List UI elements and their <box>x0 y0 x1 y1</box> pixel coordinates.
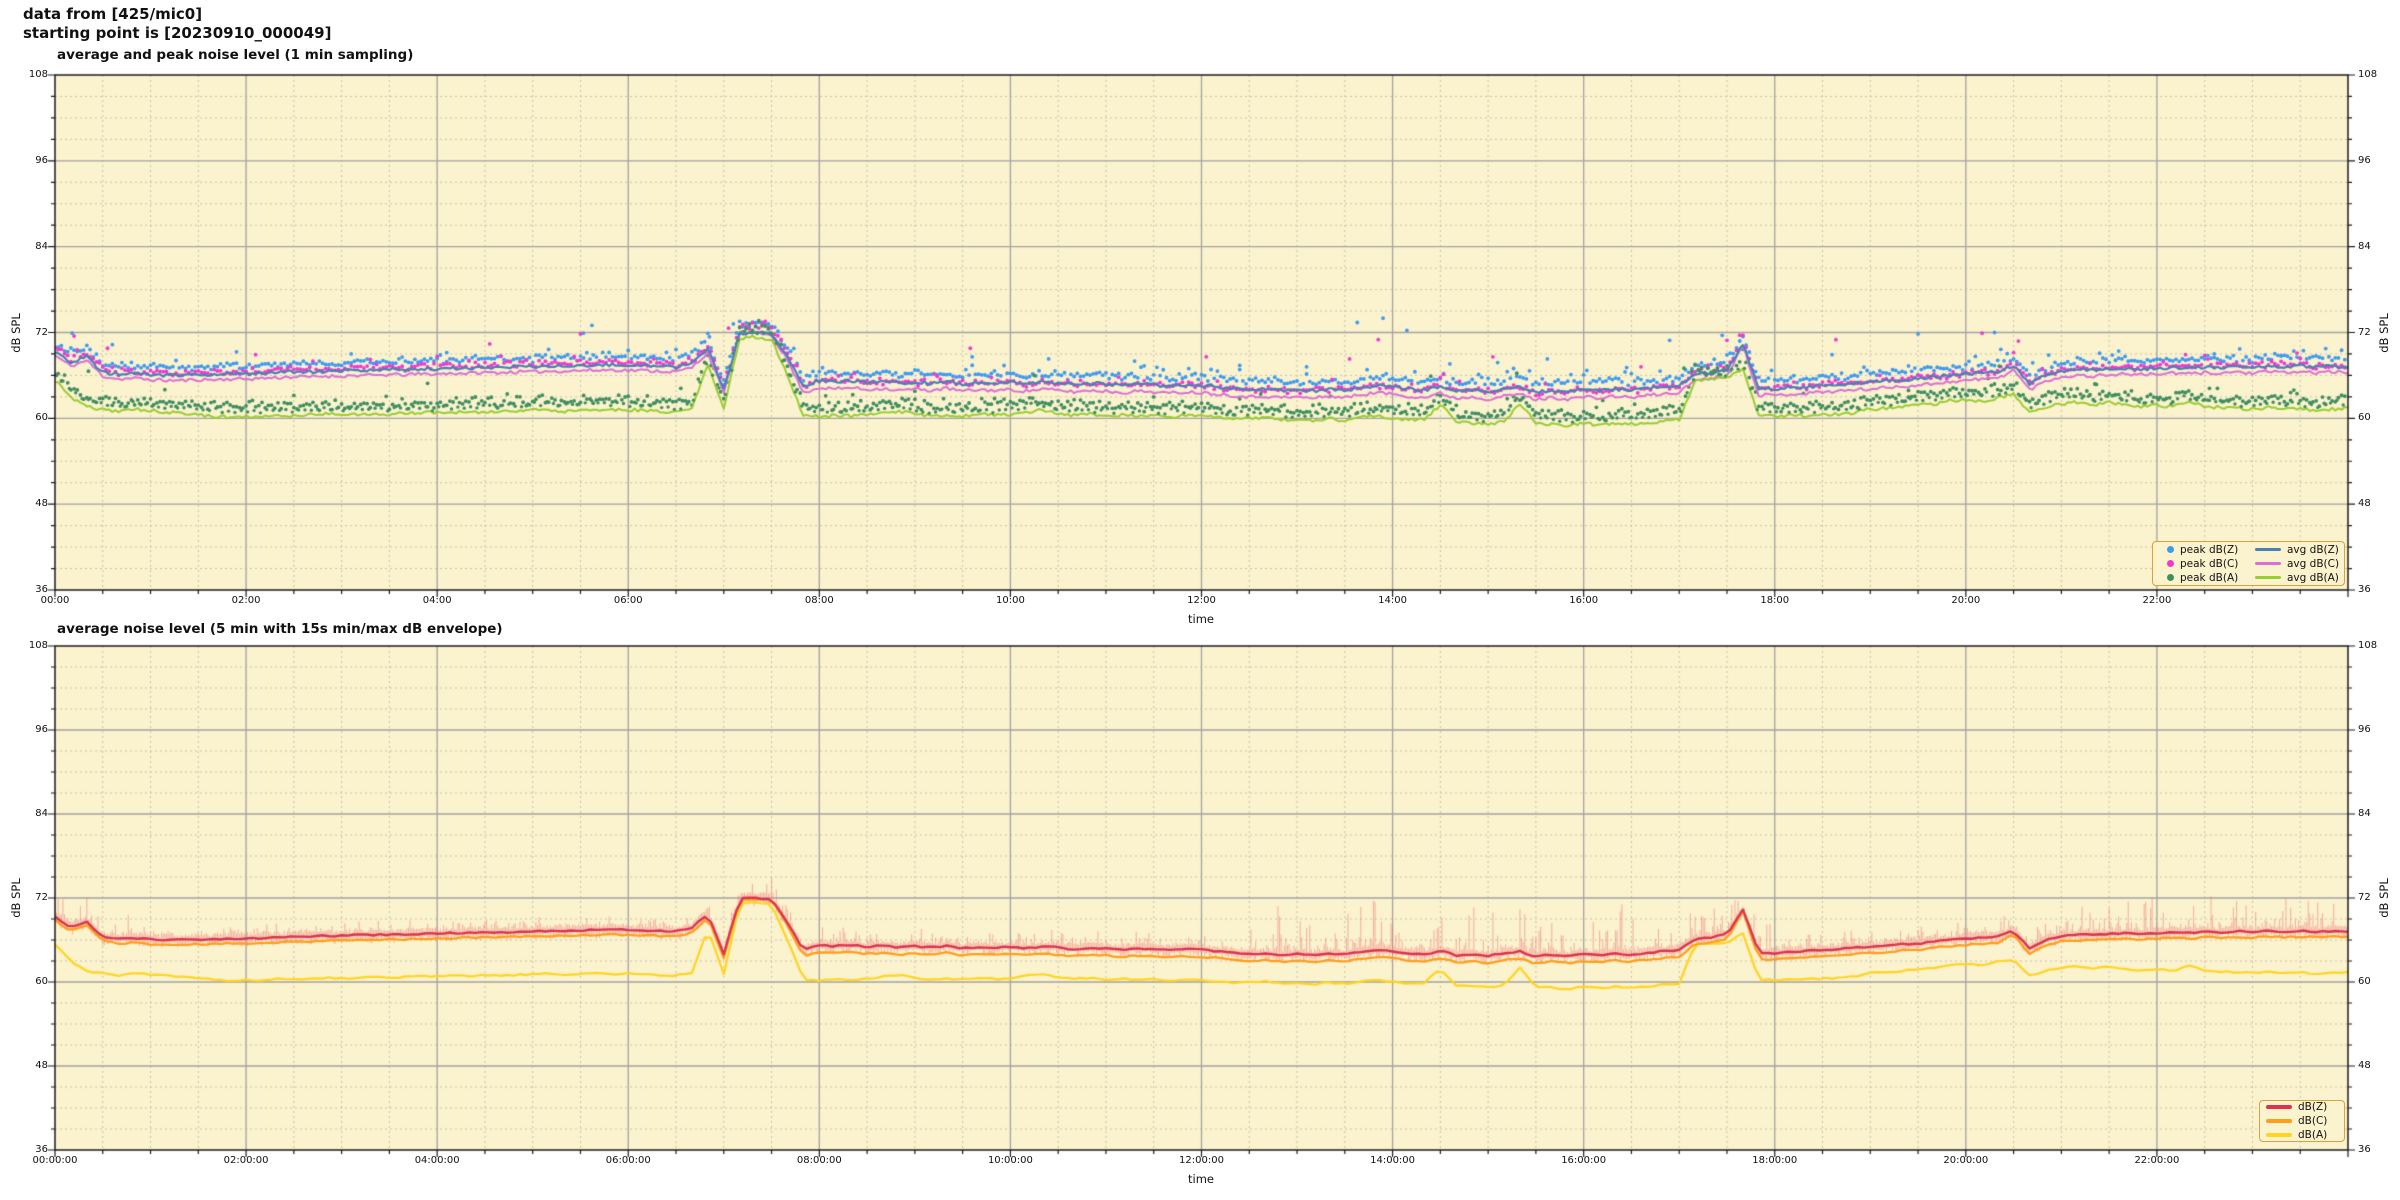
dba-line-icon <box>2266 1133 2292 1137</box>
y-tick-label: 60 <box>35 412 48 424</box>
y-tick-label: 108 <box>28 69 48 80</box>
legend-label: peak dB(C) <box>2180 557 2239 570</box>
legend-item: avg dB(Z) <box>2255 543 2355 556</box>
legend-item: avg dB(C) <box>2255 557 2355 570</box>
x-tick-label: 14:00 <box>1378 595 1407 606</box>
y-tick-label: 108 <box>2358 640 2378 651</box>
x-tick-label: 20:00:00 <box>1943 1155 1989 1166</box>
y-tick-label: 36 <box>35 1144 48 1155</box>
x-tick-label: 18:00 <box>1760 595 1790 606</box>
y-tick-label: 36 <box>2358 584 2371 595</box>
y-tick-label: 108 <box>28 640 48 651</box>
x-tick-label: 08:00:00 <box>796 1155 842 1166</box>
y-tick-label: 84 <box>2358 240 2371 252</box>
x-tick-label: 16:00:00 <box>1561 1155 1607 1166</box>
y-tick-label: 72 <box>2358 892 2371 903</box>
y-tick-label: 48 <box>2358 1060 2371 1071</box>
x-tick-label: 12:00 <box>1187 595 1216 606</box>
legend-item: dB(A) <box>2266 1129 2338 1142</box>
x-tick-label: 04:00:00 <box>414 1155 460 1166</box>
x-tick-label: 06:00 <box>613 595 643 606</box>
y-tick-label: 84 <box>2358 808 2371 819</box>
x-tick-label: 08:00 <box>804 595 834 606</box>
y-tick-label: 84 <box>35 808 48 819</box>
bottom-chart-title: average noise level (5 min with 15s min/… <box>57 621 503 637</box>
y-tick-label: 36 <box>2358 1144 2371 1155</box>
legend-label: peak dB(A) <box>2180 571 2239 584</box>
x-tick-label: 12:00:00 <box>1179 1155 1224 1166</box>
x-tick-label: 02:00 <box>231 595 261 606</box>
y-tick-label: 60 <box>2358 412 2371 424</box>
header-line2: starting point is [20230910_000049] <box>23 24 332 42</box>
y-tick-label: 72 <box>2358 326 2371 338</box>
y-tick-label: 96 <box>35 154 48 166</box>
x-tick-label: 06:00:00 <box>605 1155 651 1166</box>
top-chart-legend: peak dB(Z) avg dB(Z) peak dB(C) avg dB(C… <box>2152 541 2345 586</box>
y-tick-label: 84 <box>35 240 48 252</box>
peak-dbc-marker-icon <box>2167 560 2174 567</box>
x-tick-label: 14:00:00 <box>1370 1155 1416 1166</box>
x-tick-label: 00:00:00 <box>32 1155 78 1166</box>
y-tick-label: 108 <box>2358 69 2378 80</box>
legend-item: peak dB(Z) <box>2159 543 2255 556</box>
legend-label: dB(A) <box>2298 1129 2328 1141</box>
avg-dbz-line-icon <box>2255 547 2281 552</box>
legend-label: dB(C) <box>2298 1115 2328 1127</box>
y-tick-label: 96 <box>2358 154 2371 166</box>
peak-dba-marker-icon <box>2167 574 2174 581</box>
x-tick-label: 04:00 <box>422 595 452 606</box>
x-tick-label: 02:00:00 <box>223 1155 269 1166</box>
legend-item: peak dB(A) <box>2159 571 2255 584</box>
legend-label: peak dB(Z) <box>2180 543 2239 556</box>
y-tick-label: 48 <box>35 1060 48 1071</box>
legend-item: avg dB(A) <box>2255 571 2355 584</box>
y-tick-label: 96 <box>2358 724 2371 735</box>
avg-dba-line-icon <box>2255 575 2281 580</box>
legend-item: dB(C) <box>2266 1115 2338 1128</box>
top-chart-xlabel: time <box>1188 612 1214 626</box>
avg-dbc-line-icon <box>2255 561 2281 566</box>
dbc-line-icon <box>2266 1119 2292 1123</box>
legend-item: dB(Z) <box>2266 1101 2338 1114</box>
legend-label: avg dB(Z) <box>2287 543 2339 556</box>
legend-label: avg dB(C) <box>2287 557 2340 570</box>
x-tick-label: 20:00 <box>1951 595 1981 606</box>
header-line1: data from [425/mic0] <box>23 5 203 23</box>
x-tick-label: 22:00 <box>2142 595 2172 606</box>
y-tick-label: 72 <box>35 326 48 338</box>
legend-label: avg dB(A) <box>2287 571 2339 584</box>
x-tick-label: 16:00 <box>1569 595 1599 606</box>
y-tick-label: 48 <box>35 498 48 510</box>
y-tick-label: 48 <box>2358 498 2371 510</box>
legend-label: dB(Z) <box>2298 1101 2328 1113</box>
bottom-chart-xlabel: time <box>1188 1172 1214 1186</box>
y-tick-label: 96 <box>35 724 48 735</box>
y-tick-label: 36 <box>35 584 48 595</box>
x-tick-label: 18:00:00 <box>1752 1155 1798 1166</box>
bottom-chart-legend: dB(Z) dB(C) dB(A) <box>2259 1100 2345 1142</box>
y-tick-label: 60 <box>2358 976 2371 987</box>
x-tick-label: 22:00:00 <box>2134 1155 2180 1166</box>
top-chart-title: average and peak noise level (1 min samp… <box>57 47 414 63</box>
dbz-line-icon <box>2266 1105 2292 1109</box>
x-tick-label: 00:00 <box>40 595 70 606</box>
y-tick-label: 72 <box>35 892 48 903</box>
y-tick-label: 60 <box>35 976 48 987</box>
x-tick-label: 10:00:00 <box>987 1155 1033 1166</box>
x-tick-label: 10:00 <box>995 595 1025 606</box>
peak-dbz-marker-icon <box>2167 546 2174 553</box>
legend-item: peak dB(C) <box>2159 557 2255 570</box>
